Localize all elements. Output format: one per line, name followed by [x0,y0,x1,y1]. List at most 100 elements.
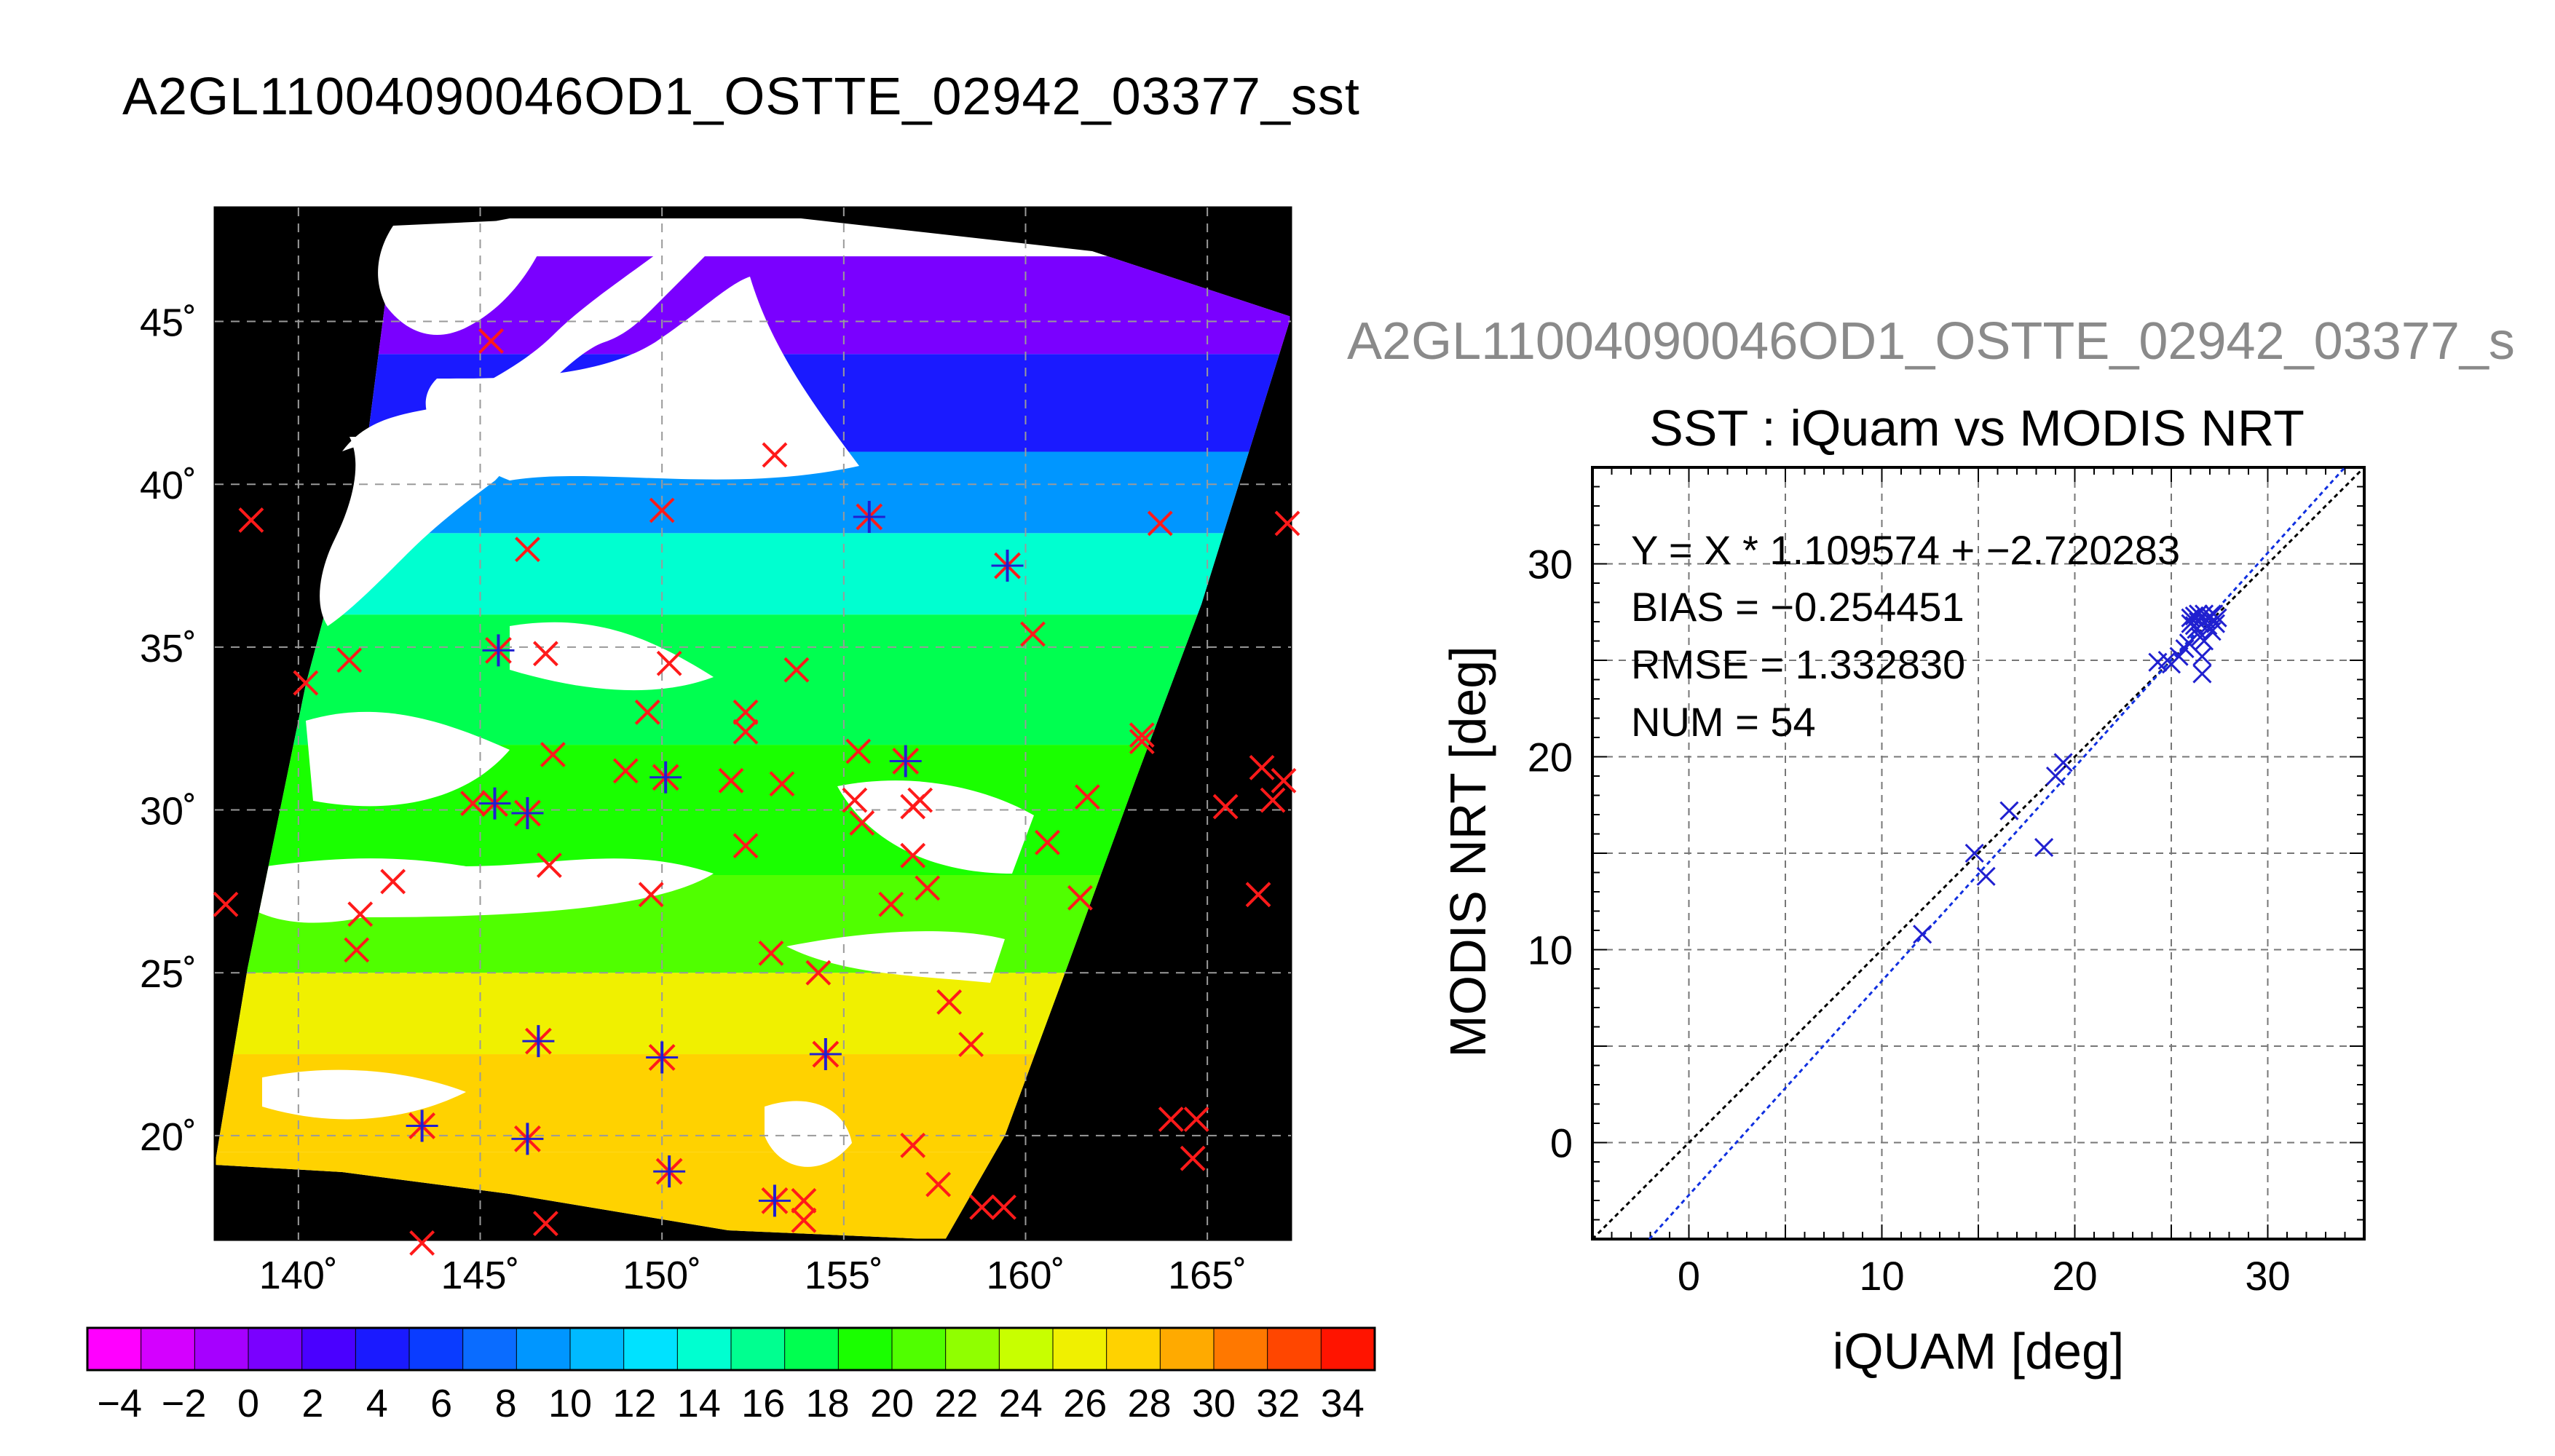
colorbar-tick-label: 28 [1128,1382,1172,1425]
colorbar-tick-label: 4 [366,1382,388,1425]
map-x-tick-label: 140˚ [259,1254,338,1297]
map-x-tick-label: 150˚ [623,1254,701,1297]
scatter-point [2184,616,2204,636]
map-marker-match [406,1109,438,1142]
stat-rmse: RMSE = 1.332830 [1631,641,1965,687]
map-marker-red [1067,885,1093,911]
buoy-markers [213,328,1300,1256]
colorbar-cell [248,1327,303,1371]
map-marker-red [936,989,963,1015]
map-marker-red [849,810,875,836]
map-marker-red [1249,754,1275,780]
colorbar-tick-label: 10 [548,1382,592,1425]
map-marker-red [732,719,759,745]
scatter-x-tick-label: 20 [2052,1253,2097,1299]
map-marker-match [653,1155,686,1188]
colorbar-tick-label: 0 [237,1382,259,1425]
map-marker-match [809,1038,842,1071]
colorbar-cell [1213,1327,1268,1371]
scatter-y-axis-label: MODIS NRT [deg] [1440,646,1496,1057]
map-marker-red [532,1211,558,1237]
colorbar-cell [676,1327,732,1371]
map-marker-match [646,1041,679,1074]
scatter-point [2192,664,2212,684]
scatter-y-tick-label: 10 [1528,927,1573,973]
map-x-tick-label: 145˚ [441,1254,519,1297]
map-marker-red [805,960,832,986]
map-marker-red [515,537,540,563]
colorbar-cell [837,1327,893,1371]
map-marker-red [762,442,788,468]
identity-line [1591,466,2366,1241]
colorbar-tick-label: −4 [97,1382,142,1425]
map-marker-red [1212,794,1239,820]
map-marker-red [380,869,406,895]
cloud-patches [218,277,1034,1167]
map-marker-red [958,1032,984,1058]
map-marker-red [791,1207,817,1233]
scatter-point [1976,866,1996,886]
map-marker-red [732,833,759,859]
map-marker-red [478,328,504,354]
page-title: A2GL11004090046OD1_OSTTE_02942_03377_sst [122,68,1360,126]
map-marker-red [1129,729,1155,755]
map-marker-red [293,670,319,696]
colorbar-tick-label: −2 [162,1382,207,1425]
map-marker-red [1074,784,1100,810]
scatter-point [2208,608,2227,628]
scatter-x-tick-label: 10 [1859,1253,1904,1299]
map-marker-red [969,1194,995,1220]
map-marker-match [511,797,544,830]
fit-line [1648,466,2346,1241]
map-marker-red [1158,1107,1184,1132]
map-grid [215,207,1291,1240]
colorbar-tick-label: 20 [870,1382,914,1425]
map-marker-match [889,745,922,778]
map-marker-match [511,1123,544,1155]
colorbar-tick-labels: −4 −2 0 2 4 6 8 10 12 14 16 18 20 22 24 26 28 30 32 34 [97,1382,1364,1425]
map-x-tick-label: 165˚ [1168,1254,1247,1297]
map-marker-red [536,852,562,878]
colorbar-tick-label: 18 [806,1382,850,1425]
scatter-x-axis-label: iQUAM [deg] [1833,1323,2125,1380]
map-marker-red [878,891,904,917]
colorbar-cell [462,1327,518,1371]
scatter-header-title: A2GL11004090046OD1_OSTTE_02942_03377_s [1347,312,2515,371]
map-marker-red [907,787,933,813]
colorbar-cell [784,1327,840,1371]
colorbar-cell [141,1327,196,1371]
colorbar-cell [1159,1327,1215,1371]
map-marker-red [1020,621,1046,647]
colorbar-cells [87,1327,1376,1371]
scatter-y-tick-label: 0 [1550,1120,1573,1166]
map-marker-red [540,742,566,767]
scatter-y-tick-label: 20 [1528,735,1573,780]
map-y-tick-label: 45˚ [140,301,197,345]
stat-fit: Y = X * 1.109574 + −2.720283 [1631,527,2180,573]
scatter-point [2192,646,2212,666]
scatter-point [2045,766,2066,786]
scatter-x-tick-labels: 0 10 20 30 [1678,1253,2291,1299]
scatter-point [2200,606,2220,626]
colorbar-cell [730,1327,786,1371]
scatter-x-tick-label: 0 [1678,1253,1700,1299]
colorbar-tick-label: 6 [430,1382,452,1425]
colorbar-cell [408,1327,464,1371]
colorbar-cell [516,1327,571,1371]
map-marker-red [915,875,941,901]
colorbar-tick-label: 30 [1192,1382,1236,1425]
map-marker-match [853,500,885,533]
scatter-point [2189,604,2208,624]
map-marker-red [460,791,486,817]
scatter-title: SST : iQuam vs MODIS NRT [1649,400,2305,456]
map-marker-red [336,647,363,673]
map-marker-red [238,507,264,533]
colorbar-cell [569,1327,625,1371]
colorbar-cell [1320,1327,1376,1371]
scatter-point [2205,614,2226,633]
colorbar-cell [623,1327,679,1371]
colorbar-cell [1106,1327,1161,1371]
colorbar-cell [891,1327,947,1371]
scatter-point [2175,639,2195,659]
